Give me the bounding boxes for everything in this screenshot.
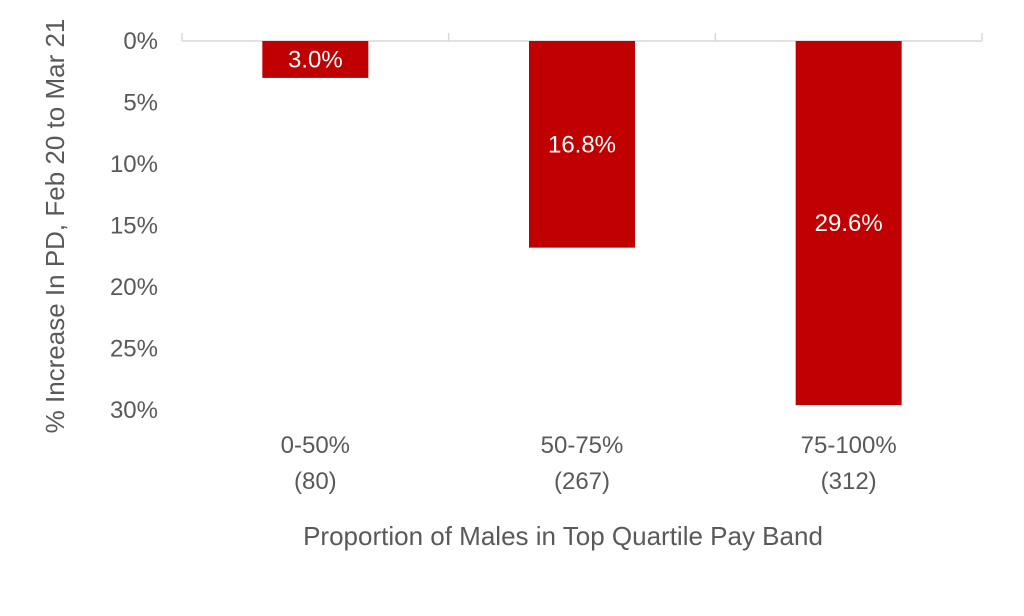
y-axis-title: % Increase In PD, Feb 20 to Mar 21 bbox=[40, 19, 70, 434]
data-label: 29.6% bbox=[815, 210, 883, 237]
category-count-label: (267) bbox=[554, 468, 610, 495]
bar bbox=[795, 41, 902, 406]
category-label: 50-75% bbox=[541, 432, 624, 459]
bar bbox=[529, 41, 635, 248]
x-axis bbox=[181, 33, 983, 42]
category-count-label: (80) bbox=[294, 468, 337, 495]
data-label: 16.8% bbox=[548, 131, 616, 158]
category-label: 75-100% bbox=[801, 432, 897, 459]
x-axis-title: Proportion of Males in Top Quartile Pay … bbox=[303, 521, 823, 551]
data-label: 3.0% bbox=[288, 46, 343, 73]
category-label: 0-50% bbox=[281, 432, 350, 459]
y-tick-label: 20% bbox=[110, 274, 158, 301]
bars: 3.0% 16.8% 29.6% bbox=[262, 41, 902, 406]
y-tick-label: 15% bbox=[110, 213, 158, 240]
bar bbox=[262, 41, 369, 78]
y-tick-label: 0% bbox=[123, 28, 158, 55]
category-count-label: (312) bbox=[821, 468, 877, 495]
y-tick-label: 25% bbox=[110, 336, 158, 363]
y-tick-label: 10% bbox=[110, 151, 158, 178]
y-axis-ticks: 0% 5% 10% 15% 20% 25% 30% bbox=[110, 28, 158, 424]
category-labels: 0-50% (80) 50-75% (267) 75-100% (312) bbox=[281, 432, 897, 495]
y-tick-label: 30% bbox=[110, 397, 158, 424]
y-tick-label: 5% bbox=[123, 90, 158, 117]
